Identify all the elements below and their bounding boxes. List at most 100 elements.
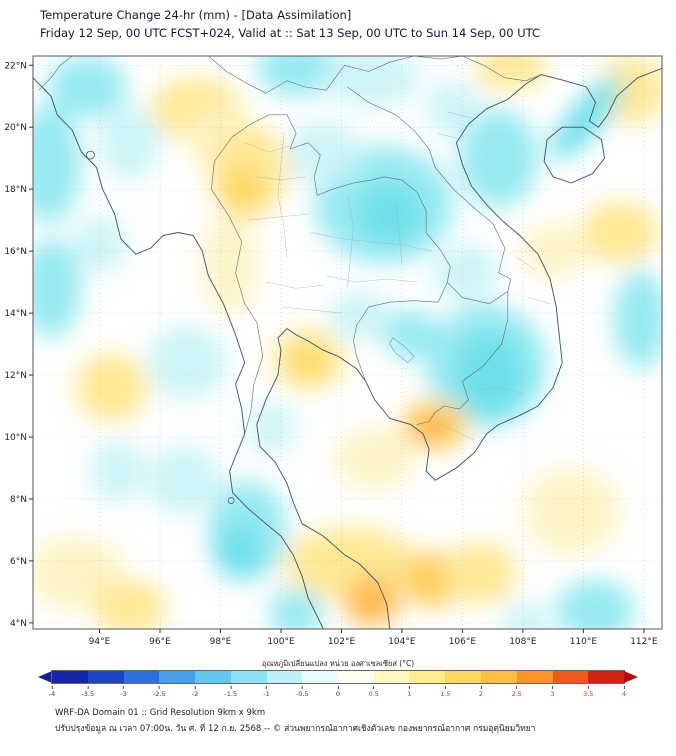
anomaly-blob [287, 121, 360, 183]
anomaly-blob [522, 467, 620, 555]
map-subtitle: Friday 12 Sep, 00 UTC FCST+024, Valid at… [40, 25, 540, 40]
anomaly-blob [414, 412, 451, 444]
colorbar-tick-mark [408, 686, 410, 689]
colorbar-tick-mark [194, 686, 196, 689]
colorbar-tick-mark [623, 686, 625, 689]
colorbar-tick-label: 2.5 [512, 686, 522, 698]
anomaly-blob [220, 167, 263, 218]
colorbar-tick-label: -0.5 [296, 686, 309, 698]
border [416, 291, 509, 425]
x-axis-label: 106°E [449, 637, 477, 647]
colorbar-tick-label: -1 [263, 686, 270, 698]
colorbar-tick-label: 3 [550, 686, 555, 698]
border [286, 114, 451, 283]
x-axis-label: 110°E [570, 637, 598, 647]
province-line [265, 281, 324, 289]
colorbar-tick-label: -1.5 [224, 686, 237, 698]
colorbar-tick-mark [480, 686, 482, 689]
border [347, 86, 512, 292]
anomaly-blob [444, 542, 517, 605]
x-axis-label: 112°E [630, 637, 658, 647]
colorbar-label: อุณหภูมิเปลี่ยนแปลง หน่วย องศาเซลเซียส (… [261, 659, 415, 668]
colorbar-ticks: -4 -3.5 -3 -2.5 -2 -1.5 -1 -0.5 0 0.5 1 1.5 2 2.5 3 3.5… [49, 686, 626, 698]
colorbar-segment [87, 671, 124, 683]
anomaly-blob [33, 105, 82, 224]
island-ramree [86, 150, 95, 160]
footer-update-info: ปรับปรุงข้อมูล ณ เวลา 07:00น. วัน ศ. ที่… [55, 723, 536, 734]
colorbar-tick-label: -2 [192, 686, 198, 698]
province-line [347, 195, 354, 289]
province-line [438, 133, 463, 140]
map-frame [32, 55, 663, 630]
anomaly-blob [383, 310, 439, 360]
border [208, 56, 345, 94]
anomaly-blob [459, 108, 538, 208]
province-line [326, 275, 418, 283]
anomaly-blob [93, 579, 167, 629]
anomaly-blob [147, 325, 227, 400]
anomaly-blob [247, 402, 297, 453]
colorbar-segment [373, 671, 410, 683]
anomaly-blob [598, 56, 662, 125]
colorbar-segment [159, 671, 195, 683]
province-line [474, 387, 524, 394]
colorbar-segment [230, 671, 267, 683]
colorbar-tick-mark [158, 686, 160, 689]
x-axis-label: 96°E [149, 637, 171, 647]
colorbar-segment [588, 671, 624, 683]
header: Temperature Change 24-hr (mm) - [Data As… [40, 7, 540, 43]
x-axis-label: 102°E [328, 637, 356, 647]
colorbar-segment [481, 671, 517, 683]
colorbar-tick-mark [230, 686, 232, 689]
map-title: Temperature Change 24-hr (mm) - [Data As… [40, 8, 352, 22]
colorbar-segment [195, 671, 231, 683]
border [38, 56, 73, 91]
colorbar [38, 670, 638, 684]
lake-tonle-sap [389, 337, 415, 363]
footer-domain-info: WRF-DA Domain 01 :: Grid Resolution 9km … [55, 708, 266, 718]
y-axis-label: 4°N [10, 619, 27, 629]
colorbar-tick-label: 0 [336, 686, 340, 698]
colorbar-tick-label: -3.5 [81, 686, 94, 698]
colorbar-tick-mark [373, 686, 375, 689]
colorbar-tick-mark [265, 686, 267, 689]
province-line [441, 424, 475, 441]
colorbar-tick-label: -2.5 [153, 686, 166, 698]
anomaly-field [33, 56, 662, 629]
colorbar-tick-label: -4 [49, 686, 55, 698]
x-axis-label: 108°E [509, 637, 537, 647]
anomaly-blob [268, 588, 324, 629]
colorbar-segment [338, 671, 374, 683]
anomaly-blob [344, 576, 399, 626]
colorbar-tick-label: 4 [622, 686, 626, 698]
colorbar-tick-mark [122, 686, 124, 689]
anomaly-blob [501, 601, 551, 629]
colorbar-tick-label: 1.5 [440, 686, 450, 698]
coastline [256, 74, 563, 629]
colorbar-tick-mark [337, 686, 339, 689]
colorbar-tick-mark [516, 686, 518, 689]
anomaly-blob [48, 56, 127, 118]
province-line [395, 201, 403, 264]
geography-layer [33, 56, 662, 629]
x-axis-label: 98°E [210, 637, 232, 647]
province-line [280, 306, 342, 314]
colorbar-segment [552, 671, 589, 683]
anomaly-blob [290, 347, 327, 379]
map-plot-area [33, 56, 662, 629]
colorbar-tick-mark [551, 686, 553, 689]
province-line [256, 176, 306, 181]
border [353, 281, 448, 382]
anomaly-blob [329, 291, 390, 341]
colorbar-segment [302, 671, 338, 683]
province-line [447, 111, 472, 119]
anomaly-blob [426, 80, 481, 137]
coastline [540, 67, 662, 128]
x-axis-label: 100°E [267, 637, 295, 647]
anomaly-blob [550, 76, 623, 160]
y-axis-label: 16°N [4, 247, 27, 257]
axis-labels: 4°N 6°N 8°N 10°N 12°N 14°N 16°N 18°N 20°N 22°N 94°… [4, 61, 658, 647]
x-axis-label: 94°E [89, 637, 111, 647]
colorbar-tick-label: -3 [120, 686, 127, 698]
colorbar-segment [52, 671, 88, 683]
